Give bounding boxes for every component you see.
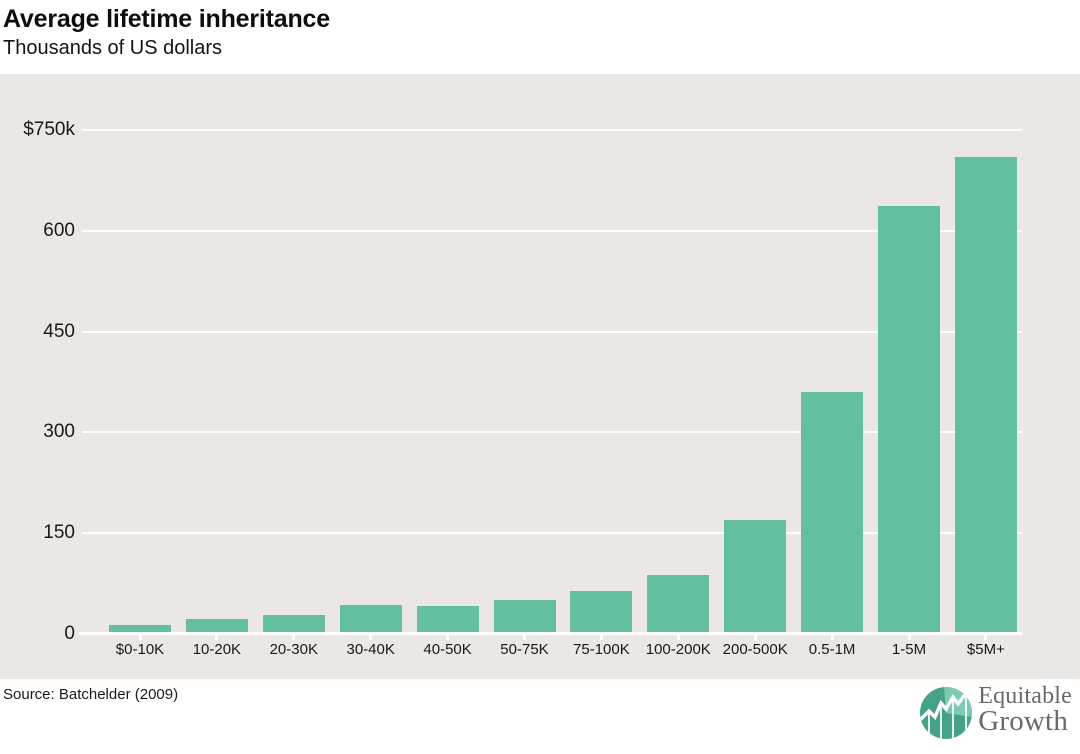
plot-area (82, 129, 1022, 634)
x-axis-tick (907, 635, 911, 640)
bar (416, 606, 479, 634)
x-axis-tick (292, 635, 296, 640)
equitable-growth-logo: Equitable Growth (920, 683, 1072, 739)
bar (570, 591, 633, 634)
x-axis-label: 200-500K (722, 641, 788, 658)
x-axis-label: 75-100K (573, 641, 630, 658)
x-axis-label: 50-75K (500, 641, 549, 658)
x-axis-label: 0.5-1M (808, 641, 856, 658)
chart-footer: Source: Batchelder (2009) (0, 679, 1080, 754)
chart-header: Average lifetime inheritance Thousands o… (3, 4, 330, 61)
bar (724, 519, 787, 634)
x-axis-label: 40-50K (423, 641, 472, 658)
x-axis-label: 20-30K (269, 641, 318, 658)
gridline (82, 532, 1022, 535)
x-axis-tick (446, 635, 450, 640)
x-axis-label: 100-200K (645, 641, 711, 658)
x-axis-tick (215, 635, 219, 640)
x-axis-line (79, 632, 1022, 635)
y-axis-label: 150 (43, 522, 75, 544)
bar (109, 624, 171, 634)
line-chart-circle-icon (920, 687, 973, 739)
x-axis-label: 10-20K (192, 641, 242, 658)
gridline (82, 330, 1022, 333)
bar (647, 574, 710, 634)
gridline (82, 431, 1022, 434)
logo-text: Equitable Growth (978, 683, 1072, 737)
bar (339, 605, 402, 634)
bar (954, 156, 1017, 634)
y-axis-label: 450 (43, 320, 75, 342)
x-axis-tick (830, 635, 834, 640)
bar (801, 392, 864, 634)
source-note: Source: Batchelder (2009) (3, 686, 179, 703)
x-axis-tick (599, 635, 603, 640)
bar (262, 614, 325, 634)
chart-title: Average lifetime inheritance (3, 5, 330, 33)
x-axis-tick (984, 635, 988, 640)
x-axis-tick (753, 635, 757, 640)
bar (878, 205, 940, 634)
x-axis-tick (138, 635, 142, 640)
bar (185, 619, 248, 634)
chart-area: $750k 600 450 300 150 0 $0-10K 10-20K 20-30K 30-… (0, 74, 1080, 679)
gridline (82, 129, 1022, 131)
logo-text-line1: Equitable (978, 683, 1072, 709)
y-axis-label: 0 (64, 623, 75, 644)
x-axis-tick (369, 635, 373, 640)
chart-subtitle: Thousands of US dollars (3, 37, 223, 59)
logo-text-line2: Growth (978, 705, 1069, 737)
x-axis-tick (523, 635, 526, 640)
x-axis-tick (676, 635, 680, 640)
x-axis-label: 1-5M (891, 641, 927, 658)
y-axis-label: $750k (23, 119, 75, 140)
x-axis-label: $0-10K (115, 641, 165, 658)
x-axis-label: $5M+ (966, 641, 1005, 658)
y-axis-label: 600 (43, 219, 75, 241)
bar (493, 599, 556, 634)
x-axis-label: 30-40K (346, 641, 395, 658)
y-axis-label: 300 (43, 421, 75, 443)
gridline (82, 229, 1022, 232)
